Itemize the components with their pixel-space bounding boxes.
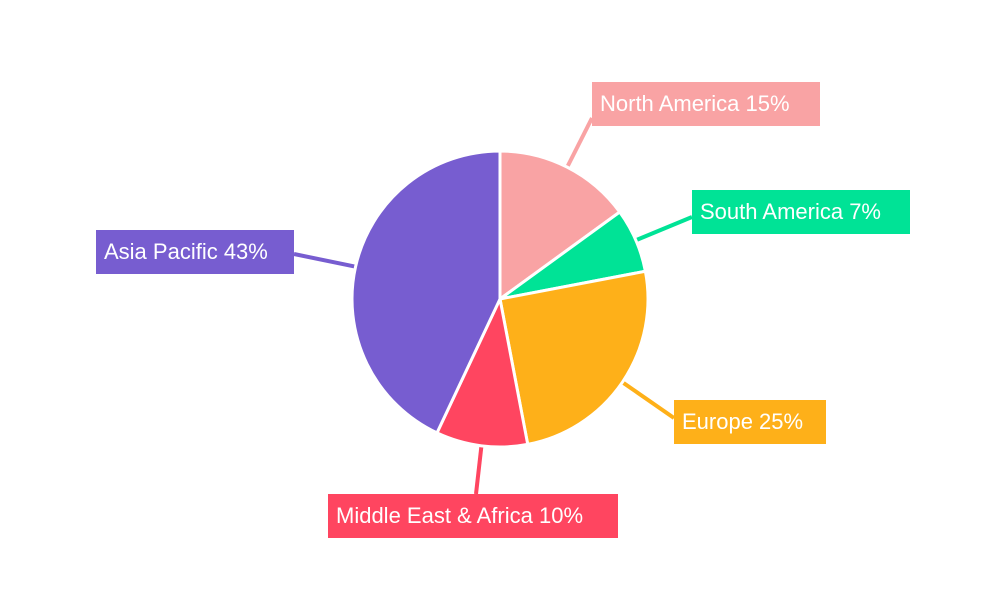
leader-line-asia-pacific xyxy=(293,252,356,269)
leader-line-south-america xyxy=(635,215,693,243)
slice-label-north-america: North America 15% xyxy=(592,82,820,126)
pie-slice-north-america[interactable] xyxy=(498,149,622,302)
leader-line-north-america xyxy=(565,117,594,169)
slice-label-south-america: South America 7% xyxy=(692,190,910,234)
leader-line-middle-east-africa xyxy=(474,445,484,495)
leader-line-europe xyxy=(621,380,676,420)
slice-label-middle-east-africa: Middle East & Africa 10% xyxy=(328,494,618,538)
slice-label-asia-pacific: Asia Pacific 43% xyxy=(96,230,294,274)
pie-slice-europe[interactable] xyxy=(498,269,650,447)
pie-slice-asia-pacific[interactable] xyxy=(350,149,502,435)
pie-slice-middle-east-africa[interactable] xyxy=(434,294,530,449)
slice-label-europe: Europe 25% xyxy=(674,400,826,444)
